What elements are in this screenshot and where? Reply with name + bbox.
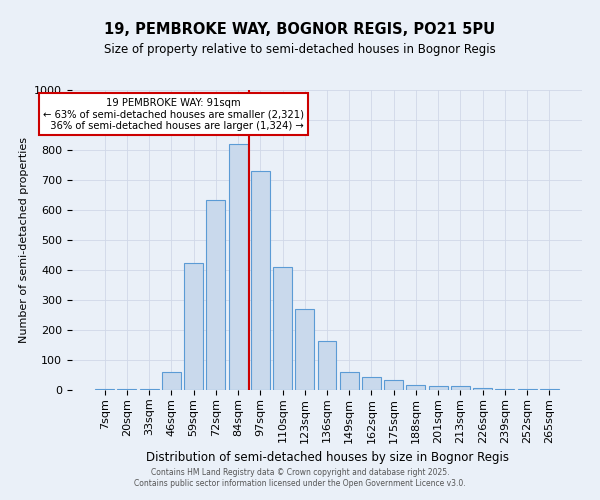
Bar	[518, 388, 536, 390]
Bar	[317, 340, 337, 390]
Bar	[496, 388, 514, 390]
Bar	[140, 388, 158, 390]
Text: 19 PEMBROKE WAY: 91sqm
← 63% of semi-detached houses are smaller (2,321)
  36% o: 19 PEMBROKE WAY: 91sqm ← 63% of semi-det…	[43, 98, 304, 130]
X-axis label: Distribution of semi-detached houses by size in Bognor Regis: Distribution of semi-detached houses by …	[146, 451, 509, 464]
Text: Contains HM Land Registry data © Crown copyright and database right 2025.
Contai: Contains HM Land Registry data © Crown c…	[134, 468, 466, 487]
Bar	[473, 388, 492, 390]
Bar	[95, 388, 114, 390]
Bar	[162, 372, 181, 390]
Bar	[118, 388, 136, 390]
Bar	[295, 309, 314, 390]
Bar	[429, 386, 448, 390]
Bar	[229, 144, 248, 390]
Y-axis label: Number of semi-detached properties: Number of semi-detached properties	[19, 137, 29, 343]
Bar	[206, 200, 225, 390]
Bar	[384, 380, 403, 390]
Bar	[184, 262, 203, 390]
Text: Size of property relative to semi-detached houses in Bognor Regis: Size of property relative to semi-detach…	[104, 42, 496, 56]
Bar	[362, 378, 381, 390]
Bar	[451, 386, 470, 390]
Bar	[251, 171, 270, 390]
Bar	[406, 385, 425, 390]
Bar	[540, 388, 559, 390]
Bar	[340, 372, 359, 390]
Bar	[273, 267, 292, 390]
Text: 19, PEMBROKE WAY, BOGNOR REGIS, PO21 5PU: 19, PEMBROKE WAY, BOGNOR REGIS, PO21 5PU	[104, 22, 496, 38]
